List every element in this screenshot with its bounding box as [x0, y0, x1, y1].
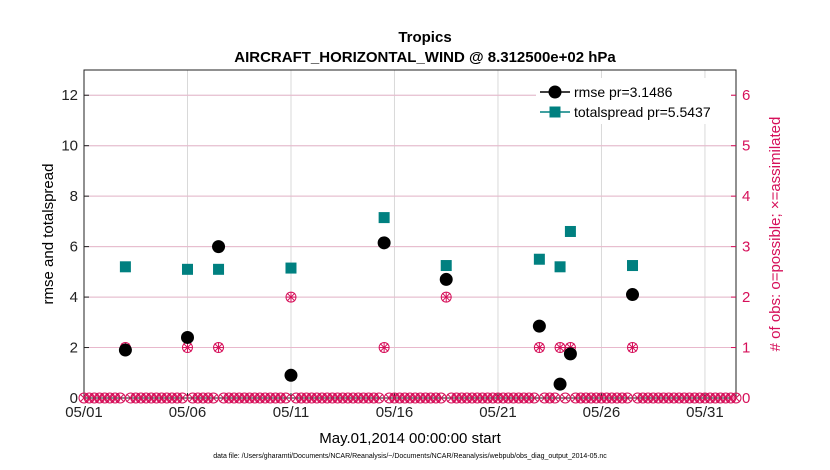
- legend: rmse pr=3.1486 totalspread pr=5.5437: [536, 78, 731, 124]
- y-axis-label-right: # of obs: o=possible; ×=assimilated: [767, 117, 784, 352]
- y-tick-label-right: 6: [742, 87, 750, 104]
- y-tick-label: 8: [70, 188, 78, 205]
- y-tick-label: 6: [70, 239, 78, 256]
- rmse-point: [284, 368, 298, 382]
- totalspread-point: [378, 212, 390, 224]
- legend-label-totalspread: totalspread pr=5.5437: [574, 104, 711, 120]
- y-tick-label: 10: [61, 138, 78, 155]
- obs-assimilated-marker: [731, 393, 741, 403]
- obs-assimilated-marker: [281, 393, 291, 403]
- rmse-point: [377, 236, 391, 250]
- obs-assimilated-marker: [529, 393, 539, 403]
- obs-assimilated-marker: [622, 393, 632, 403]
- obs-assimilated-marker: [436, 393, 446, 403]
- obs-assimilated-marker: [560, 393, 570, 403]
- chart-title: Tropics: [398, 29, 451, 46]
- totalspread-point: [119, 261, 131, 273]
- y-axis-label: rmse and totalspread: [40, 164, 57, 305]
- totalspread-point: [627, 260, 639, 272]
- totalspread-point: [285, 262, 297, 274]
- obs-series: [78, 291, 742, 404]
- y-tick-label-right: 2: [742, 289, 750, 306]
- totalspread-point: [213, 263, 225, 275]
- chart-subtitle: AIRCRAFT_HORIZONTAL_WIND @ 8.312500e+02 …: [234, 49, 616, 66]
- legend-marker-rmse: [548, 85, 562, 99]
- totalspread-point: [554, 261, 566, 273]
- y-tick-label-right: 3: [742, 239, 750, 256]
- obs-assimilated-marker: [374, 393, 384, 403]
- obs-assimilated-marker: [177, 393, 187, 403]
- rmse-point: [439, 272, 453, 286]
- rmse-point: [626, 288, 640, 302]
- y-axis-right: 0 1 2 3 4 5 6: [731, 87, 750, 407]
- rmse-point: [212, 240, 226, 254]
- x-tick-label: 05/16: [376, 404, 414, 421]
- x-tick-label: 05/21: [479, 404, 517, 421]
- x-tick-label: 05/31: [686, 404, 724, 421]
- x-axis: 05/01 05/06 05/11 05/16 05/21 05/26 05/31: [65, 393, 724, 421]
- x-tick-label: 05/06: [169, 404, 207, 421]
- y-tick-label: 0: [70, 390, 78, 407]
- obs-assimilated-marker: [209, 393, 218, 403]
- totalspread-point: [533, 253, 545, 265]
- x-axis-label: May.01,2014 00:00:00 start: [319, 430, 501, 447]
- x-tick-label: 05/01: [65, 404, 103, 421]
- totalspread-point: [440, 260, 452, 272]
- metric-series: [118, 212, 640, 391]
- y-tick-label: 2: [70, 340, 78, 357]
- y-tick-label: 12: [61, 87, 78, 104]
- y-tick-label-right: 4: [742, 188, 750, 205]
- y-tick-label-right: 0: [742, 390, 750, 407]
- obs-assimilated-marker: [115, 393, 125, 403]
- y-tick-label-right: 1: [742, 340, 750, 357]
- totalspread-point: [181, 263, 193, 275]
- rmse-point: [180, 330, 194, 344]
- y-axis-left: 0 2 4 6 8 10 12: [61, 87, 89, 407]
- y-tick-label: 4: [70, 289, 78, 306]
- totalspread-point: [564, 225, 576, 237]
- rmse-point: [563, 347, 577, 361]
- obs-possible-marker: [730, 392, 742, 404]
- rmse-point: [118, 343, 132, 357]
- footnote: data file: /Users/gharamti/Documents/NCA…: [213, 453, 607, 460]
- rmse-point: [553, 377, 567, 391]
- obs-assimilated-marker: [550, 393, 560, 403]
- legend-label-rmse: rmse pr=3.1486: [574, 84, 673, 100]
- legend-box: [536, 78, 731, 124]
- x-tick-label: 05/11: [273, 404, 309, 421]
- legend-marker-totalspread: [549, 106, 561, 118]
- y-tick-label-right: 5: [742, 138, 750, 155]
- rmse-point: [532, 319, 546, 333]
- x-tick-label: 05/26: [583, 404, 621, 421]
